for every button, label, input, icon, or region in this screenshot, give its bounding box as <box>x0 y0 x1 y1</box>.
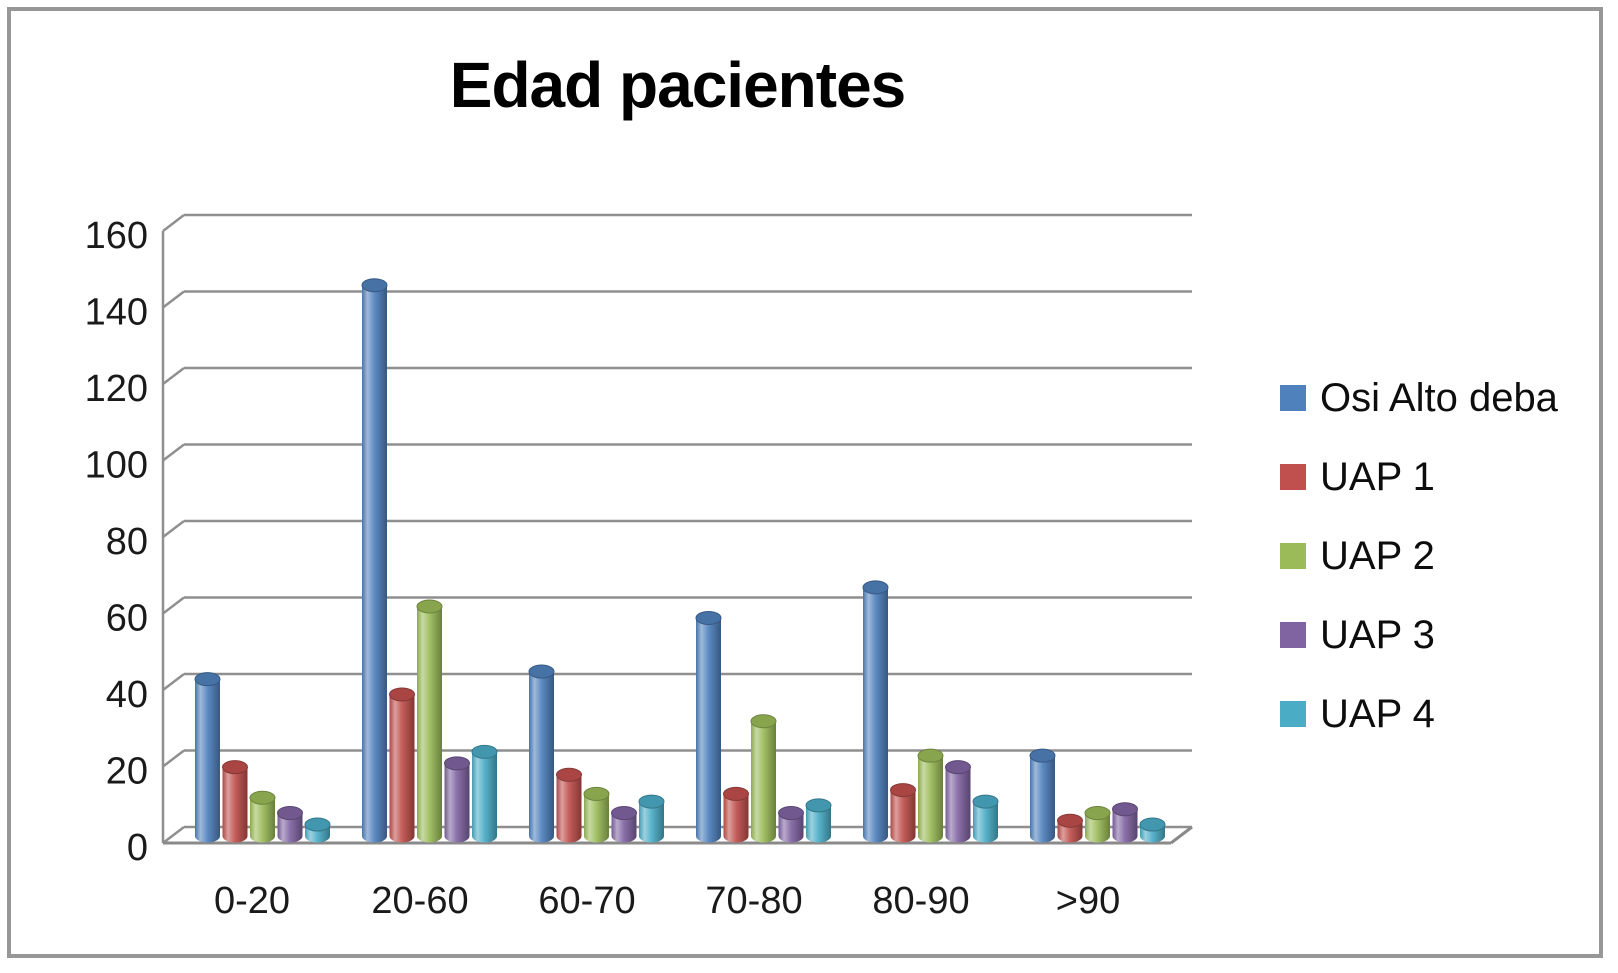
y-gridline-connector <box>162 673 185 691</box>
bar-uap-2-90 <box>1084 806 1111 843</box>
chart-title: Edad pacientes <box>449 49 907 121</box>
y-gridline-connector <box>162 214 185 232</box>
y-gridline-connector <box>162 749 185 768</box>
x-axis-category-label: 20-60 <box>371 880 468 922</box>
bar-uap-3-20-60 <box>444 756 470 843</box>
bar-uap-2-70-80 <box>750 714 777 843</box>
bar-osi-alto-deba-90 <box>1029 748 1056 843</box>
x-axis-category-label: 80-90 <box>872 880 969 922</box>
bar-osi-alto-deba-20-60 <box>361 278 388 843</box>
bar-osi-alto-deba-70-80 <box>695 610 722 843</box>
bar-osi-alto-deba-60-70 <box>528 664 555 843</box>
bar-uap-2-0-20 <box>249 790 276 843</box>
y-axis-tick-label: 0 <box>127 827 148 869</box>
y-gridline-connector <box>162 367 185 385</box>
bar-uap-4-60-70 <box>638 794 665 843</box>
bar-uap-3-0-20 <box>277 806 303 843</box>
bar-uap-1-70-80 <box>723 786 749 843</box>
floor-right-edge <box>1170 825 1193 845</box>
y-gridline-connector <box>162 443 185 462</box>
y-axis-tick-label: 100 <box>85 445 148 487</box>
bar-uap-4-0-20 <box>304 817 331 843</box>
bar-uap-4-20-60 <box>471 744 498 843</box>
bar-uap-4-90 <box>1139 817 1166 843</box>
bar-uap-1-0-20 <box>222 760 248 843</box>
x-axis-category-label: >90 <box>1056 880 1120 922</box>
y-axis-tick-label: 140 <box>85 292 148 334</box>
bar-uap-1-90 <box>1057 813 1083 843</box>
bar-uap-3-60-70 <box>611 806 637 843</box>
bar-osi-alto-deba-80-90 <box>862 580 889 843</box>
bar-uap-2-80-90 <box>917 748 944 843</box>
bar-uap-3-70-80 <box>778 806 804 843</box>
x-axis-category-label: 70-80 <box>705 880 802 922</box>
y-gridline-connector <box>162 520 185 538</box>
bar-uap-4-70-80 <box>805 798 832 843</box>
y-axis-tick-label: 120 <box>85 368 148 410</box>
x-axis-category-label: 0-20 <box>214 880 290 922</box>
bar-osi-alto-deba-0-20 <box>194 672 221 843</box>
bar-uap-4-80-90 <box>972 794 999 843</box>
bar-uap-3-90 <box>1112 802 1138 843</box>
chart-frame-border <box>7 7 1603 958</box>
y-gridline-connector <box>162 826 185 844</box>
bar-uap-1-80-90 <box>890 783 916 843</box>
y-axis-tick-label: 60 <box>106 598 148 640</box>
y-gridline-connector <box>162 290 185 309</box>
bar-uap-1-60-70 <box>556 767 582 843</box>
y-axis-tick-label: 160 <box>85 215 148 257</box>
y-axis-tick-label: 40 <box>106 674 148 716</box>
y-axis-tick-label: 20 <box>106 751 148 793</box>
y-gridline-connector <box>162 596 185 615</box>
bar-uap-2-20-60 <box>416 599 443 843</box>
bar-uap-3-80-90 <box>945 760 971 843</box>
x-axis-category-label: 60-70 <box>538 880 635 922</box>
bar-uap-2-60-70 <box>583 786 610 843</box>
bar-uap-1-20-60 <box>389 687 415 843</box>
y-axis-tick-label: 80 <box>106 521 148 563</box>
